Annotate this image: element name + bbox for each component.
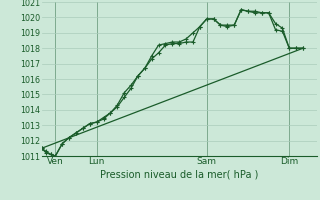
X-axis label: Pression niveau de la mer( hPa ): Pression niveau de la mer( hPa ): [100, 169, 258, 179]
